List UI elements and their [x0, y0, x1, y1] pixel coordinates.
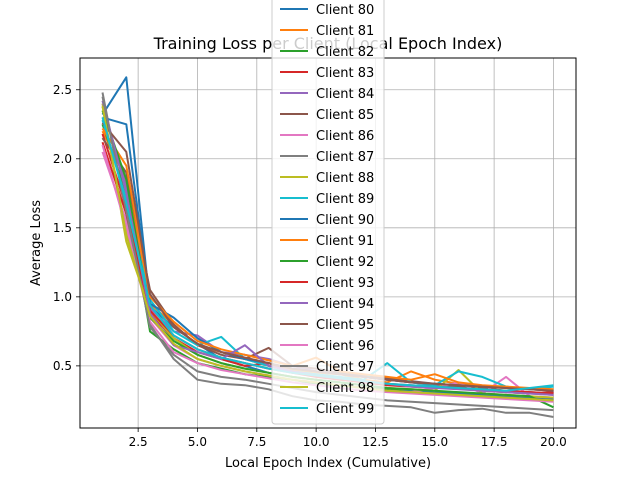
- x-axis-label: Local Epoch Index (Cumulative): [225, 456, 431, 471]
- legend-label: Client 94: [316, 297, 374, 312]
- legend-label: Client 93: [316, 276, 374, 291]
- legend-label: Client 99: [316, 402, 374, 417]
- legend-label: Client 97: [316, 360, 374, 375]
- x-tick-label: 12.5: [362, 435, 389, 449]
- legend-label: Client 81: [316, 24, 374, 39]
- legend-label: Client 88: [316, 171, 374, 186]
- legend-label: Client 95: [316, 318, 374, 333]
- x-tick-label: 15.0: [421, 435, 448, 449]
- legend-label: Client 91: [316, 234, 374, 249]
- legend: Client 80 Client 81 Client 82 Client 83 Clie…: [271, 0, 385, 425]
- x-tick-label: 5.0: [188, 435, 207, 449]
- axis-ticks: 2.5 5.0 7.5 10.0 12.5 15.0 17.5 20.0 0.5 1.0 1.5 2.…: [53, 83, 567, 449]
- legend-label: Client 87: [316, 150, 374, 165]
- legend-label: Client 89: [316, 192, 374, 207]
- legend-label: Client 84: [316, 87, 374, 102]
- y-tick-label: 2.5: [53, 83, 72, 97]
- y-axis-label: Average Loss: [29, 200, 44, 286]
- y-tick-label: 2.0: [53, 152, 72, 166]
- legend-label: Client 82: [316, 45, 374, 60]
- y-tick-label: 1.5: [53, 221, 72, 235]
- x-tick-label: 7.5: [247, 435, 266, 449]
- legend-label: Client 92: [316, 255, 374, 270]
- legend-label: Client 90: [316, 213, 374, 228]
- legend-label: Client 83: [316, 66, 374, 81]
- legend-label: Client 80: [316, 3, 374, 18]
- y-tick-label: 0.5: [53, 359, 72, 373]
- y-tick-label: 1.0: [53, 290, 72, 304]
- x-tick-label: 20.0: [540, 435, 567, 449]
- legend-label: Client 85: [316, 108, 374, 123]
- x-tick-label: 17.5: [481, 435, 508, 449]
- legend-label: Client 98: [316, 381, 374, 396]
- x-tick-label: 2.5: [129, 435, 148, 449]
- legend-label: Client 96: [316, 339, 374, 354]
- legend-label: Client 86: [316, 129, 374, 144]
- x-tick-label: 10.0: [303, 435, 330, 449]
- legend-box: [271, 0, 385, 425]
